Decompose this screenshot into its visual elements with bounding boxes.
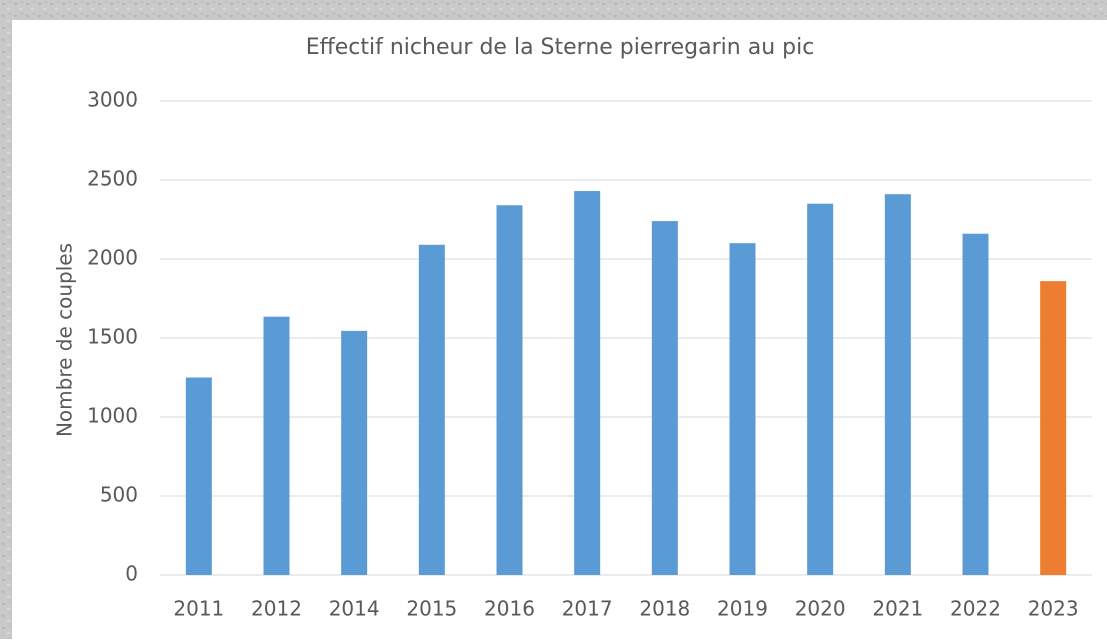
y-tick-label: 0 bbox=[125, 562, 138, 586]
bar bbox=[574, 191, 601, 575]
y-tick-label: 1000 bbox=[87, 404, 138, 428]
bar bbox=[729, 243, 756, 575]
x-tick-label: 2015 bbox=[406, 597, 457, 621]
bar bbox=[807, 203, 834, 575]
bar bbox=[962, 233, 989, 575]
bar bbox=[496, 205, 523, 575]
y-tick-label: 1500 bbox=[87, 325, 138, 349]
bar bbox=[418, 244, 445, 575]
x-tick-label: 2021 bbox=[872, 597, 923, 621]
x-tick-label: 2012 bbox=[251, 597, 302, 621]
bar bbox=[263, 316, 290, 575]
y-tick-label: 2500 bbox=[87, 167, 138, 191]
x-tick-label: 2011 bbox=[173, 597, 224, 621]
x-tick-label: 2020 bbox=[795, 597, 846, 621]
x-tick-label: 2018 bbox=[639, 597, 690, 621]
bar bbox=[884, 194, 911, 575]
x-tick-label: 2019 bbox=[717, 597, 768, 621]
bar bbox=[1040, 281, 1067, 575]
x-tick-label: 2023 bbox=[1028, 597, 1079, 621]
chart-area bbox=[12, 20, 1107, 639]
y-tick-label: 500 bbox=[100, 483, 138, 507]
x-tick-label: 2016 bbox=[484, 597, 535, 621]
y-axis-label: Nombre de couples bbox=[53, 243, 77, 437]
x-tick-label: 2022 bbox=[950, 597, 1001, 621]
y-tick-label: 3000 bbox=[87, 88, 138, 112]
bar bbox=[651, 221, 678, 575]
bar bbox=[341, 330, 368, 575]
x-tick-label: 2014 bbox=[329, 597, 380, 621]
y-tick-label: 2000 bbox=[87, 246, 138, 270]
bar bbox=[185, 377, 212, 575]
x-tick-label: 2017 bbox=[562, 597, 613, 621]
chart-title: Effectif nicheur de la Sterne pierregari… bbox=[306, 35, 815, 60]
